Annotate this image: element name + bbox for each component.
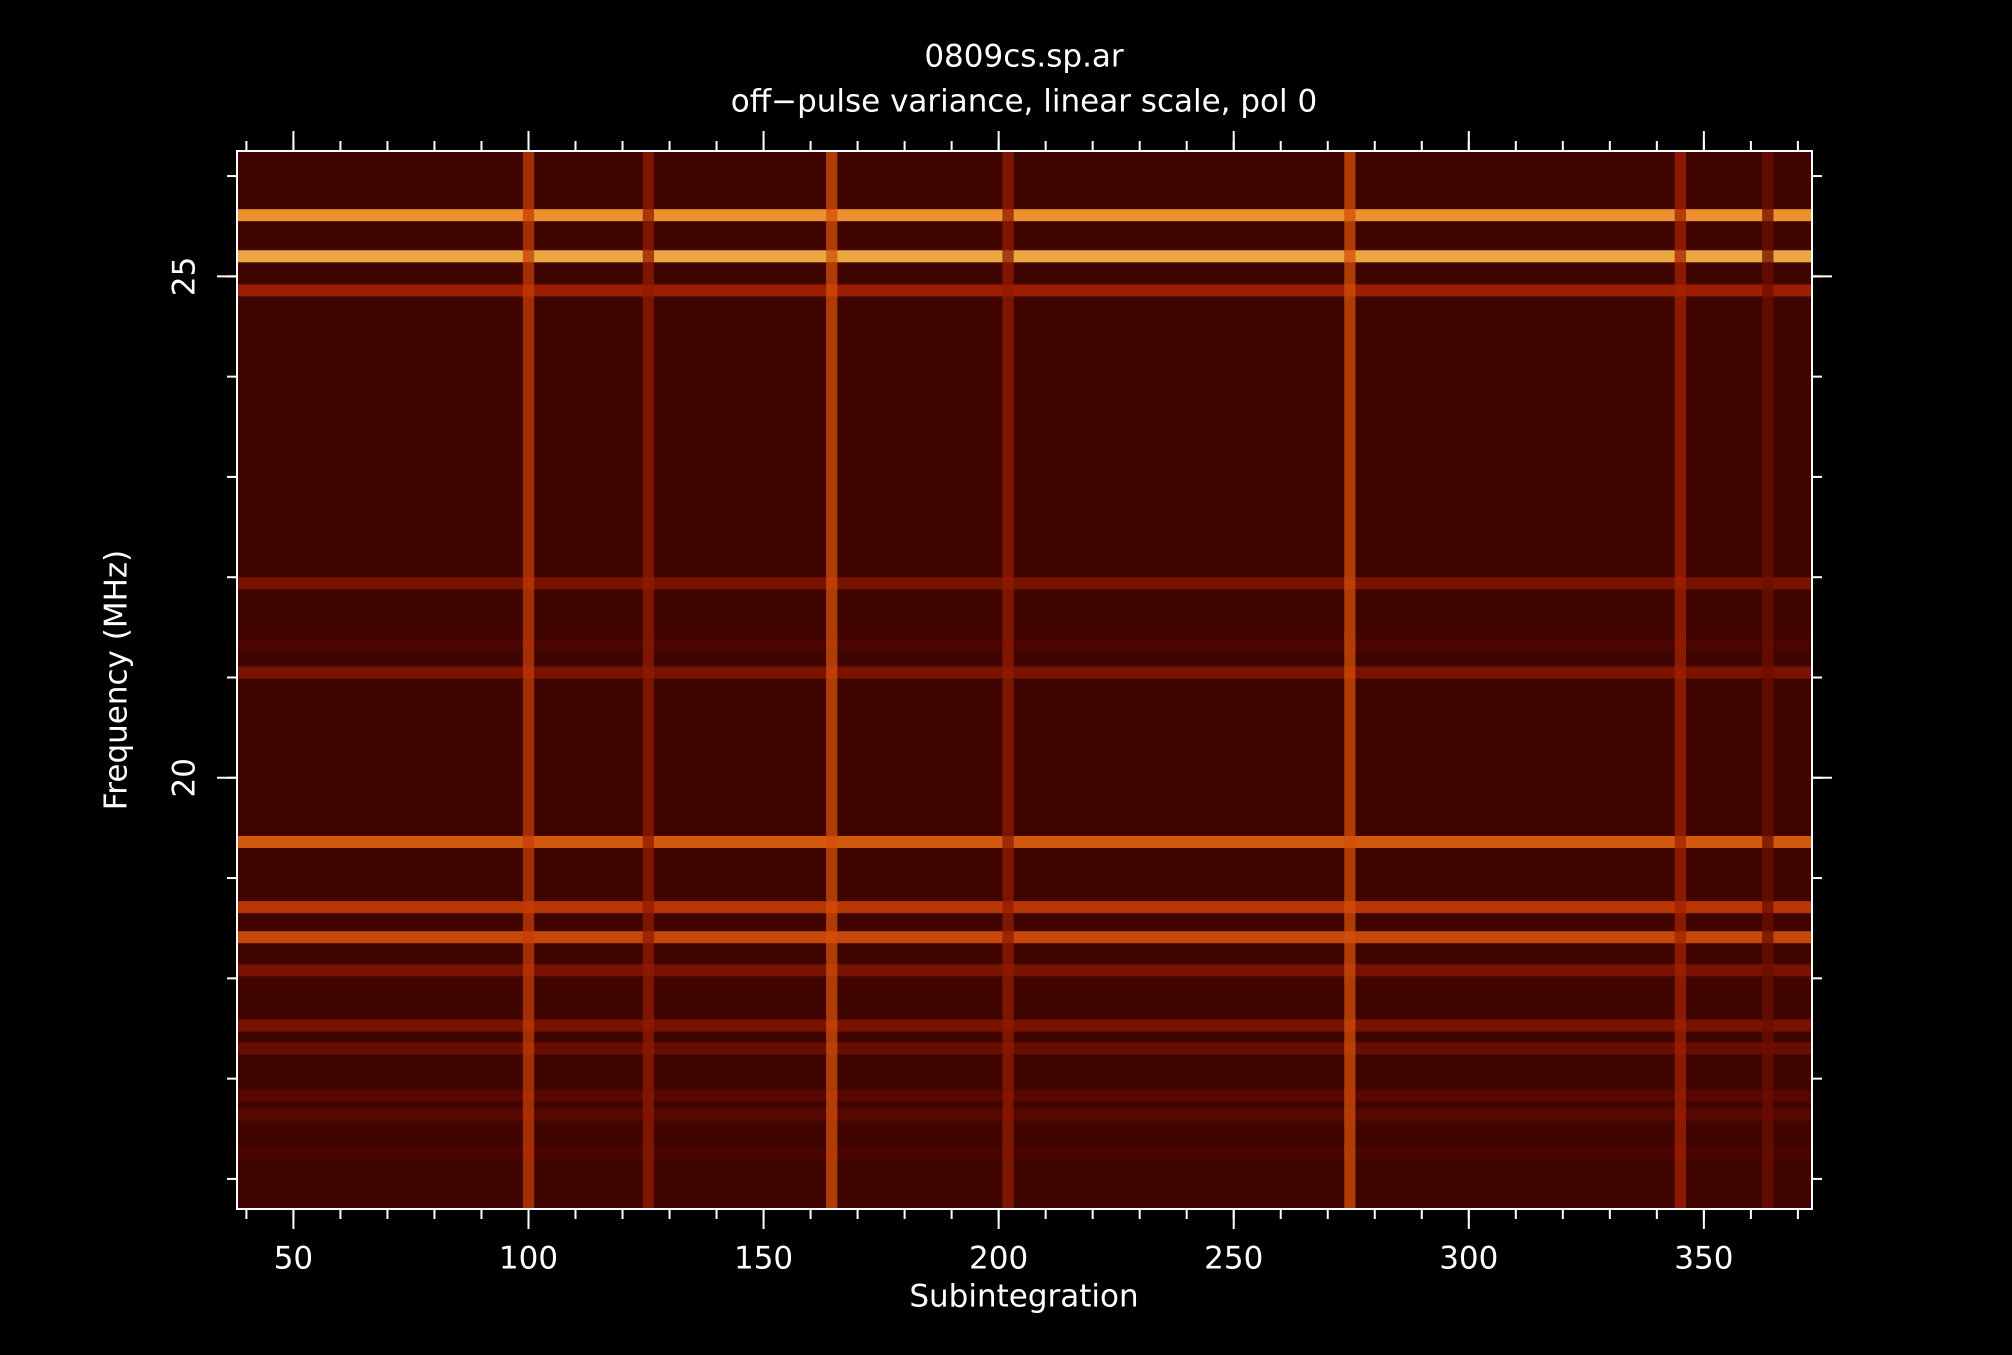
subint-column: [522, 151, 535, 1209]
x-tick-label: 200: [969, 1241, 1028, 1277]
frequency-band: [237, 1108, 1812, 1121]
frequency-band: [237, 666, 1812, 679]
x-tick-label: 350: [1674, 1241, 1733, 1277]
frequency-band: [237, 1146, 1812, 1159]
frequency-band: [237, 1019, 1812, 1032]
subint-column: [1344, 151, 1356, 1209]
frequency-band: [237, 284, 1812, 297]
chart-subtitle: off−pulse variance, linear scale, pol 0: [731, 84, 1317, 120]
frequency-band: [237, 1089, 1812, 1102]
frequency-band: [237, 638, 1812, 651]
y-axis-label: Frequency (MHz): [99, 550, 135, 811]
subint-column: [826, 151, 838, 1209]
x-tick-label: 50: [274, 1241, 313, 1277]
plot-frame: [236, 150, 1813, 1210]
frequency-band: [237, 835, 1812, 848]
heatmap-background: [237, 151, 1812, 1209]
x-tick-label: 150: [734, 1241, 793, 1277]
frequency-band: [237, 964, 1812, 977]
x-tick-label: 250: [1204, 1241, 1263, 1277]
subint-column: [1762, 151, 1774, 1209]
frequency-band: [237, 901, 1812, 914]
frequency-band: [237, 1042, 1812, 1055]
frequency-band: [237, 209, 1812, 222]
frequency-band: [237, 250, 1812, 263]
frequency-band: [237, 577, 1812, 590]
x-axis-label: Subintegration: [909, 1279, 1138, 1315]
subint-column: [642, 151, 655, 1209]
subint-column: [1674, 151, 1686, 1209]
y-tick-label: 20: [167, 758, 203, 797]
x-tick-label: 100: [499, 1241, 558, 1277]
subint-column: [1002, 151, 1014, 1209]
chart-title: 0809cs.sp.ar: [924, 39, 1124, 75]
y-tick-label: 25: [167, 257, 203, 296]
frequency-band: [237, 931, 1812, 944]
x-tick-label: 300: [1439, 1241, 1498, 1277]
